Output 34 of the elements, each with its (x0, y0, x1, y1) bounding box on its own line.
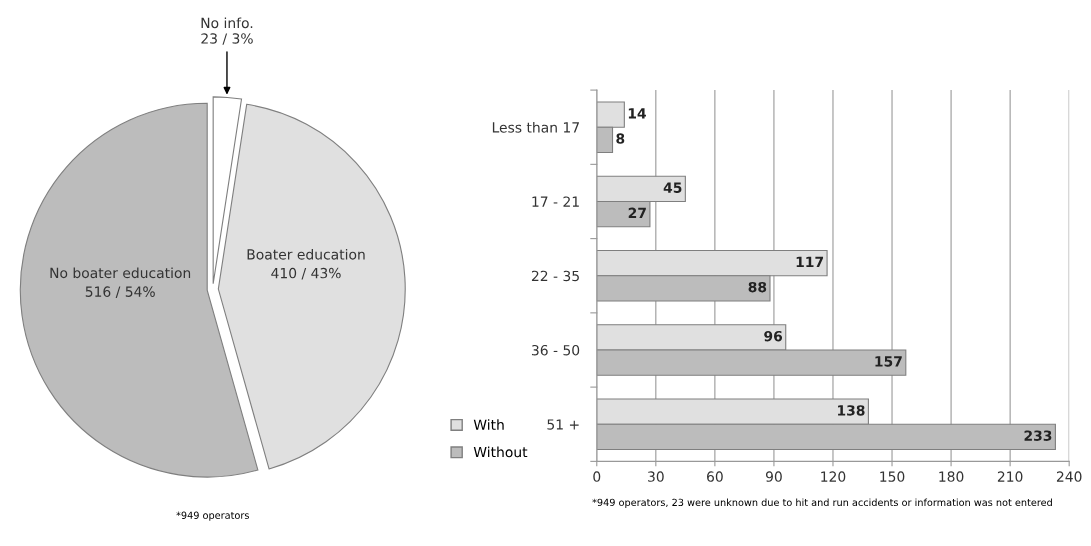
x-tick-label: 180 (939, 471, 964, 482)
x-tick-label: 90 (765, 471, 782, 482)
x-tick-label: 240 (1056, 471, 1082, 482)
x-tick-label: 30 (648, 471, 664, 482)
data-label: 23 / 3% (201, 33, 253, 45)
data-label: 45 (663, 182, 682, 193)
y-tick-label: 36 - 50 (531, 344, 580, 356)
slice-label: No info. (201, 17, 253, 29)
x-tick-label: 60 (707, 471, 723, 482)
x-tick-label: 210 (997, 471, 1023, 482)
data-label: 516 / 54% (85, 286, 155, 298)
data-label: 138 (838, 405, 865, 416)
data-label: 96 (764, 330, 783, 342)
data-label: 117 (796, 256, 824, 267)
slice-label: Boater education (247, 248, 365, 260)
data-label: 157 (875, 356, 902, 367)
text: *949 operators (176, 511, 249, 521)
y-tick-label: 17 - 21 (532, 196, 579, 207)
data-label: 14 (628, 108, 646, 119)
data-label: 88 (748, 281, 767, 293)
legend-label: Without (473, 446, 528, 458)
data-label: 233 (1024, 430, 1052, 441)
slice-label: No boater education (50, 267, 191, 279)
data-label: 27 (628, 207, 646, 218)
x-tick-label: 150 (880, 471, 905, 482)
x-tick-label: 120 (821, 471, 846, 482)
x-tick-label: 0 (593, 471, 601, 482)
y-tick-label: 22 - 35 (531, 270, 579, 282)
y-tick-label: Less than 17 (492, 121, 579, 133)
legend-label: With (473, 419, 504, 430)
y-tick-label: 51 + (547, 419, 579, 430)
text: *949 operators, 23 were unknown due to hit and run accidents or information was not entered (592, 498, 1052, 508)
data-label: 410 / 43% (271, 267, 341, 280)
data-label: 8 (616, 133, 625, 144)
